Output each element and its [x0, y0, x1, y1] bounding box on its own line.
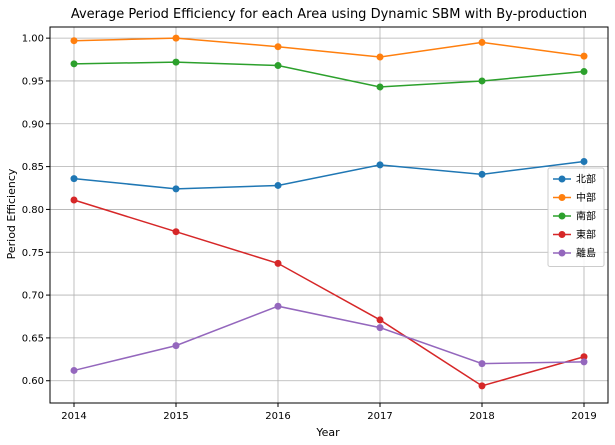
legend-swatch-marker	[558, 231, 566, 238]
y-tick-label: 0.70	[22, 291, 44, 302]
y-tick-label: 0.75	[22, 248, 44, 259]
data-point	[478, 77, 486, 85]
x-axis-label: Year	[315, 426, 340, 439]
x-tick-label: 2017	[367, 411, 392, 422]
data-point	[172, 34, 180, 42]
legend-label: 北部	[576, 173, 596, 186]
legend-entry: 離島	[553, 247, 596, 260]
data-point	[172, 228, 180, 236]
chart-title: Average Period Efficiency for each Area …	[71, 7, 587, 22]
x-tick-label: 2016	[265, 411, 290, 422]
data-point	[478, 170, 486, 178]
series-2	[70, 34, 588, 61]
data-point	[376, 161, 384, 169]
data-point	[70, 366, 78, 374]
data-point	[580, 157, 588, 165]
legend-entry: 東部	[553, 228, 596, 241]
series-line	[73, 61, 585, 88]
y-axis-label: Period Efficiency	[5, 168, 18, 259]
data-point	[580, 68, 588, 76]
legend-box	[547, 167, 605, 267]
legend-label: 東部	[576, 228, 596, 241]
data-point	[376, 324, 384, 332]
legend-entry: 中部	[553, 191, 596, 204]
data-point	[274, 181, 282, 189]
y-tick-label: 0.95	[22, 76, 44, 87]
data-point	[478, 382, 486, 390]
plot-frame	[49, 26, 609, 404]
legend-entry: 南部	[553, 210, 596, 223]
y-tick-label: 0.90	[22, 119, 44, 130]
y-tick-label: 0.80	[22, 205, 44, 216]
y-tick-label: 1.00	[22, 34, 44, 45]
data-point	[172, 58, 180, 66]
data-point	[70, 175, 78, 183]
data-point	[274, 259, 282, 267]
series-3	[70, 58, 588, 91]
legend-swatch-marker	[558, 175, 566, 183]
y-tick-label: 0.60	[22, 376, 44, 387]
data-point	[580, 358, 588, 366]
data-point	[172, 342, 180, 350]
y-tick-label: 0.85	[22, 162, 44, 173]
x-tick-label: 2018	[469, 411, 494, 422]
series-1	[70, 157, 588, 193]
x-tick-label: 2015	[163, 411, 188, 422]
legend-swatch-marker	[558, 249, 566, 257]
legend-entry: 北部	[553, 173, 596, 186]
data-point	[376, 53, 384, 61]
data-point	[274, 43, 282, 51]
data-point	[274, 302, 282, 310]
series-line	[73, 199, 585, 387]
series-line	[73, 37, 585, 58]
legend-swatch-marker	[558, 194, 566, 201]
data-point	[478, 38, 486, 46]
legend-label: 南部	[576, 210, 596, 223]
x-tick-label: 2014	[61, 411, 86, 422]
legend-swatch-marker	[558, 212, 566, 220]
x-tick-label: 2019	[571, 411, 596, 422]
series-5	[70, 302, 588, 374]
series-4	[70, 196, 588, 390]
data-point	[580, 52, 588, 60]
series-lines	[70, 34, 588, 390]
data-point	[580, 353, 588, 361]
data-point	[274, 62, 282, 70]
data-point	[70, 196, 78, 204]
data-point	[376, 316, 384, 324]
series-line	[73, 305, 585, 372]
data-point	[172, 185, 180, 193]
data-point	[478, 360, 486, 368]
y-tick-label: 0.65	[22, 333, 44, 344]
series-line	[73, 160, 585, 190]
data-point	[70, 37, 78, 45]
legend-label: 離島	[576, 247, 596, 260]
data-point	[70, 60, 78, 68]
axis-ticks: 2014 2015 2016 2017 2018 2019 0.60 0.65 0.70 0.75…	[22, 34, 597, 422]
data-point	[376, 83, 384, 91]
legend-label: 中部	[576, 191, 596, 204]
